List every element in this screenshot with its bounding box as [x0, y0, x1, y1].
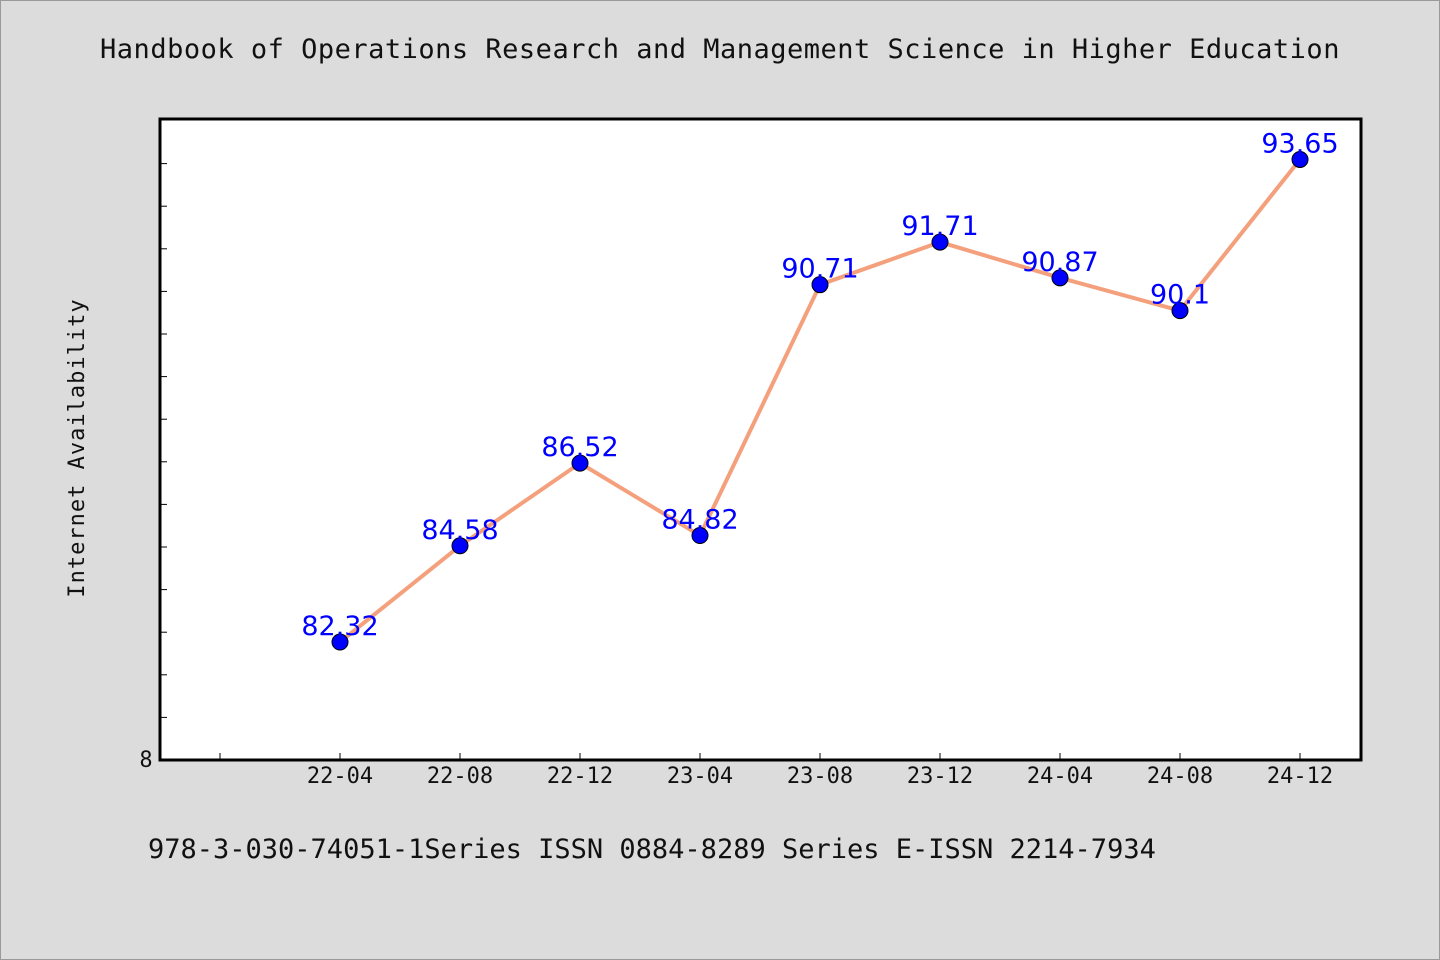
chart-title: Handbook of Operations Research and Mana…	[100, 34, 1340, 65]
x-tick-label: 24-12	[1267, 764, 1333, 789]
data-point	[1051, 269, 1069, 287]
data-point	[931, 233, 949, 251]
x-tick-label: 23-04	[667, 764, 733, 789]
y-tick-label: 8	[139, 748, 152, 773]
data-point	[691, 527, 709, 545]
footer-isbn-text: 978-3-030-74051-1Series ISSN 0884-8289 S…	[148, 834, 1156, 865]
data-label: 93.65	[1261, 128, 1338, 159]
plot-area	[158, 117, 1363, 762]
y-axis-ticks	[160, 163, 167, 761]
data-point	[451, 537, 469, 555]
data-label: 90.87	[1021, 247, 1098, 278]
data-point	[1291, 150, 1309, 168]
x-tick-label: 23-08	[787, 764, 853, 789]
series-layer	[331, 150, 1309, 651]
x-tick-label: 24-08	[1147, 764, 1213, 789]
x-axis-ticks: 22-04 22-08 22-12 23-04 23-08 23-12 24-04 24-08…	[219, 753, 1333, 789]
data-point	[1171, 302, 1189, 320]
data-label: 86.52	[541, 432, 618, 463]
data-label: 90.71	[781, 254, 858, 285]
data-label: 90.1	[1150, 280, 1210, 311]
y-axis-title: Internet Availability	[65, 298, 90, 597]
data-label: 84.58	[421, 515, 498, 546]
data-point	[811, 276, 829, 294]
data-point	[331, 633, 349, 651]
data-label: 84.82	[661, 505, 738, 536]
x-tick-label: 22-04	[307, 764, 373, 789]
data-labels: 82.32 84.58 86.52 84.82 90.71 91.71 90.87 90.1 9…	[301, 128, 1338, 642]
data-label: 82.32	[301, 611, 378, 642]
data-label: 91.71	[901, 211, 978, 242]
x-tick-label: 23-12	[907, 764, 973, 789]
x-tick-label: 24-04	[1027, 764, 1093, 789]
data-point	[571, 454, 589, 472]
x-tick-label: 22-12	[547, 764, 613, 789]
x-tick-label: 22-08	[427, 764, 493, 789]
